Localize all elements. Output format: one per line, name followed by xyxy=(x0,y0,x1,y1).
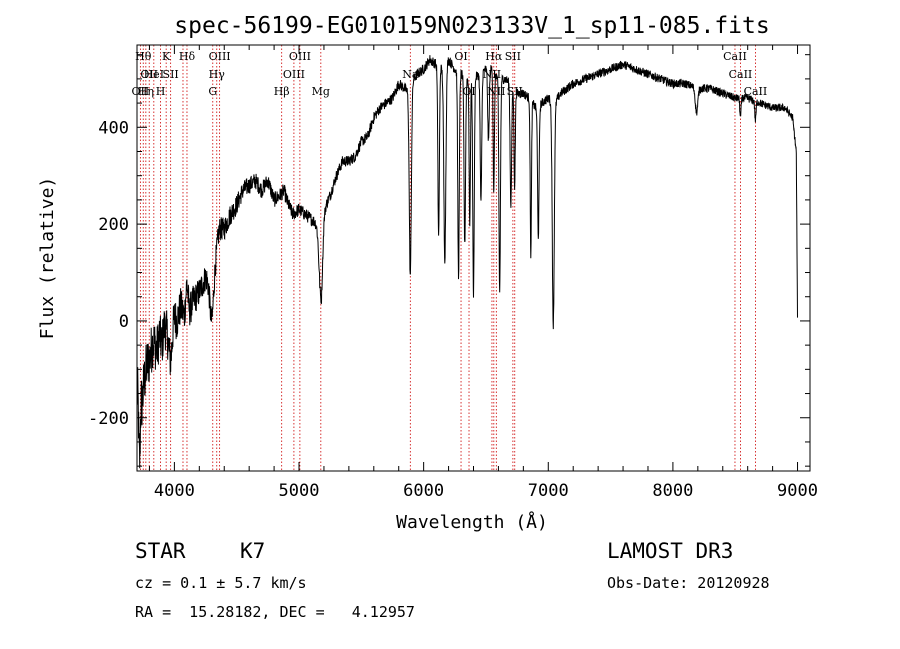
reference-line-label: Hγ xyxy=(209,68,226,81)
reference-line-label: Hδ xyxy=(179,50,196,63)
reference-line-label: G xyxy=(208,85,217,98)
reference-line-label: K xyxy=(162,50,171,63)
reference-line-labels: OIIHθHηOIIHeIHKSIIHδGHγOIIIHβOIIIOIIIMgN… xyxy=(132,50,768,98)
reference-line-label: CaII xyxy=(744,85,768,98)
reference-line-label: OIII xyxy=(209,50,231,63)
reference-line-label: NII xyxy=(487,85,505,98)
survey-name: LAMOST DR3 xyxy=(607,539,734,563)
reference-line-label: OII xyxy=(140,68,158,81)
reference-line-label: OII xyxy=(132,85,150,98)
x-axis-label: Wavelength (Å) xyxy=(396,511,548,533)
reference-line-label: OI xyxy=(462,85,475,98)
x-tick-label: 6000 xyxy=(403,481,444,501)
reference-line-label: H xyxy=(156,85,166,98)
y-tick-label: 400 xyxy=(98,118,129,138)
x-tick-label: 7000 xyxy=(528,481,569,501)
reference-line-label: Hα xyxy=(485,50,503,63)
y-axis: -200 0 200 400 xyxy=(88,54,810,467)
subclass: K7 xyxy=(240,539,266,563)
reference-line-label: OI xyxy=(454,50,467,63)
reference-lines xyxy=(139,45,756,471)
reference-line-label: SII xyxy=(505,50,521,63)
y-axis-label: Flux (relative) xyxy=(37,177,58,340)
x-tick-label: 8000 xyxy=(652,481,693,501)
y-tick-label: 200 xyxy=(98,215,129,235)
reference-line-label: Hθ xyxy=(135,50,152,63)
reference-line-label: SII xyxy=(163,68,179,81)
reference-line-label: CaII xyxy=(729,68,753,81)
reference-line-label: CaII xyxy=(723,50,747,63)
y-tick-label: -200 xyxy=(88,409,129,429)
reference-line-label: HeI xyxy=(144,68,164,81)
y-tick-label: 0 xyxy=(119,312,129,332)
x-tick-label: 5000 xyxy=(279,481,320,501)
reference-line-label: Hβ xyxy=(274,85,290,98)
chart-title: spec-56199-EG010159N023133V_1_sp11-085.f… xyxy=(174,13,769,39)
reference-line-label: Hη xyxy=(138,85,154,98)
object-class: STAR xyxy=(135,539,186,563)
x-tick-label: 4000 xyxy=(154,481,195,501)
reference-line-label: OIII xyxy=(289,50,311,63)
redshift-readout: cz = 0.1 ± 5.7 km/s xyxy=(135,574,307,592)
spectrum-line xyxy=(136,55,798,469)
x-tick-label: 9000 xyxy=(777,481,818,501)
reference-line-label: Mg xyxy=(312,85,330,98)
reference-line-label: OIII xyxy=(283,68,305,81)
obs-date: Obs-Date: 20120928 xyxy=(607,574,770,592)
coordinates: RA = 15.28182, DEC = 4.12957 xyxy=(135,603,415,621)
x-axis: 4000 5000 6000 7000 8000 9000 xyxy=(148,45,818,501)
